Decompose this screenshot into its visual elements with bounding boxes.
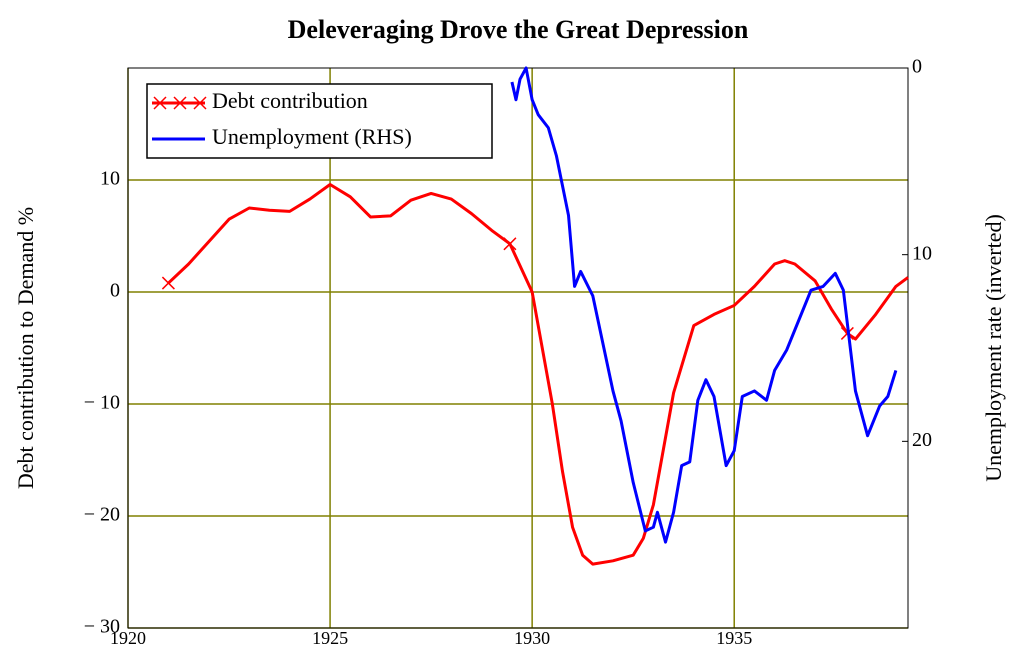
marker	[173, 96, 187, 110]
marker-cross	[193, 96, 207, 110]
y-tick-label: 10	[100, 168, 120, 190]
y2-tick-label: 0	[912, 56, 922, 78]
marker	[161, 276, 175, 290]
marker-cross	[153, 96, 167, 110]
legend: Debt contribution Unemployment (RHS)	[146, 83, 493, 159]
y2-tick-label: 20	[912, 429, 932, 451]
series-line	[167, 182, 909, 566]
y-axis-label: Debt contribution to Demand %	[13, 207, 38, 489]
legend-label: Unemployment (RHS)	[212, 124, 412, 149]
x-tick-label: 1930	[514, 628, 550, 648]
x-tick-label: 1925	[312, 628, 348, 648]
series-line	[510, 66, 898, 544]
marker	[153, 96, 167, 110]
chart-title: Deleveraging Drove the Great Depression	[288, 15, 749, 44]
y-tick-label: 0	[110, 280, 120, 302]
y2-axis-label: Unemployment rate (inverted)	[981, 214, 1006, 482]
y-tick-label: − 20	[84, 504, 120, 526]
x-tick-label: 1920	[110, 628, 146, 648]
marker	[503, 237, 517, 251]
x-tick-label: 1935	[716, 628, 752, 648]
plot-frame	[127, 67, 909, 629]
y-tick-label: − 30	[84, 616, 120, 638]
y2-tick-label: 10	[912, 242, 932, 264]
legend-label: Debt contribution	[212, 88, 368, 113]
marker-cross	[173, 96, 187, 110]
y-tick-label: − 10	[84, 392, 120, 414]
marker-cross	[503, 237, 517, 251]
marker-cross	[161, 276, 175, 290]
legend-box	[146, 83, 493, 159]
marker	[193, 96, 207, 110]
